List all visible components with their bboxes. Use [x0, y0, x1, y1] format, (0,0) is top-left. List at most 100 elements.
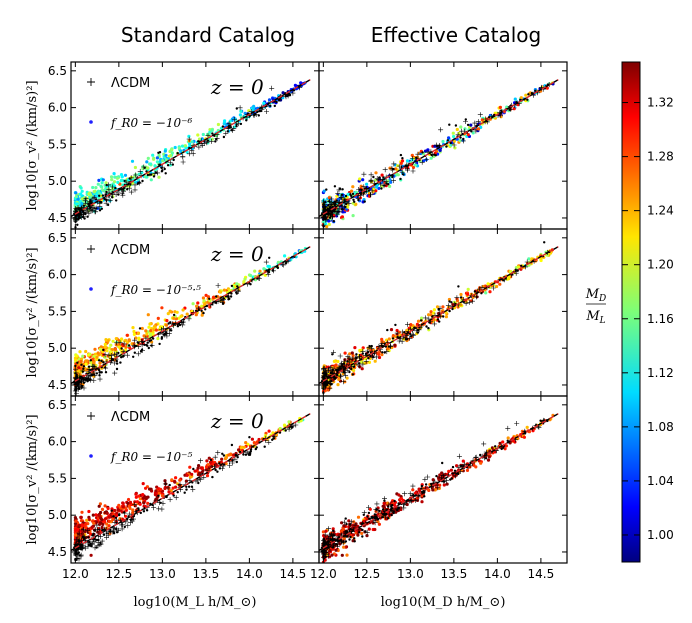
- point-lcdm: [437, 305, 443, 311]
- point-fr0: [144, 329, 148, 333]
- point-fr0: [149, 162, 153, 166]
- point-fr0: [431, 478, 435, 482]
- point-lcdm: [183, 491, 186, 494]
- point-lcdm: [375, 508, 378, 511]
- point-lcdm: [74, 552, 77, 555]
- point-lcdm: [358, 362, 361, 365]
- point-fr0: [346, 193, 350, 197]
- point-lcdm: [142, 510, 146, 513]
- point-fr0: [156, 337, 160, 341]
- point-lcdm: [124, 352, 130, 358]
- point-fr0: [405, 502, 409, 506]
- point-fr0: [466, 133, 470, 137]
- point-lcdm: [86, 215, 89, 218]
- point-fr0: [545, 253, 549, 257]
- point-lcdm: [329, 214, 335, 220]
- point-lcdm: [226, 295, 230, 298]
- point-lcdm: [230, 284, 234, 288]
- point-lcdm: [112, 519, 118, 525]
- point-lcdm: [235, 460, 238, 464]
- point-fr0: [93, 347, 97, 351]
- point-lcdm: [73, 218, 78, 224]
- point-lcdm: [436, 144, 439, 148]
- point-lcdm: [339, 203, 345, 209]
- point-fr0: [179, 314, 183, 318]
- legend-marker-lcdm: [87, 78, 95, 86]
- point-fr0: [109, 343, 113, 347]
- point-lcdm: [344, 540, 348, 543]
- point-lcdm: [534, 89, 537, 93]
- point-lcdm: [368, 178, 374, 184]
- point-fr0: [74, 358, 78, 362]
- point-lcdm: [456, 464, 462, 470]
- point-fr0: [81, 532, 85, 536]
- point-lcdm: [208, 138, 214, 144]
- point-fr0: [345, 553, 349, 557]
- point-lcdm: [186, 151, 192, 157]
- point-fr0: [342, 524, 346, 528]
- point-fr0: [181, 308, 185, 312]
- point-fr0: [486, 458, 491, 462]
- point-lcdm: [358, 531, 361, 534]
- point-fr0: [97, 196, 101, 200]
- point-lcdm: [331, 368, 334, 371]
- point-fr0: [164, 323, 169, 327]
- point-fr0: [250, 437, 254, 441]
- point-lcdm: [326, 207, 330, 210]
- point-lcdm: [226, 130, 229, 133]
- point-lcdm: [132, 355, 135, 358]
- point-lcdm: [321, 198, 326, 204]
- point-fr0: [197, 471, 202, 476]
- point-fr0: [325, 225, 329, 229]
- colorbar-ticks: 1.001.041.081.121.161.201.241.281.32: [622, 96, 674, 542]
- point-lcdm: [169, 321, 172, 324]
- point-lcdm: [117, 351, 120, 355]
- point-fr0: [80, 523, 84, 527]
- point-lcdm: [102, 352, 108, 358]
- point-lcdm: [132, 502, 138, 508]
- point-lcdm: [399, 339, 405, 344]
- legend-label-lcdm: ΛCDM: [111, 76, 150, 91]
- point-lcdm: [335, 208, 341, 214]
- point-lcdm: [341, 207, 344, 211]
- panel-standard-row2: 4.55.05.56.06.5: [48, 228, 320, 397]
- point-fr0: [435, 305, 440, 309]
- point-lcdm: [472, 120, 478, 126]
- point-fr0: [327, 196, 331, 200]
- point-fr0: [360, 367, 364, 371]
- point-fr0: [411, 488, 415, 492]
- point-fr0: [157, 153, 161, 157]
- point-lcdm: [186, 136, 192, 142]
- point-fr0: [208, 460, 213, 464]
- point-lcdm: [543, 241, 546, 244]
- point-fr0: [524, 93, 528, 97]
- point-fr0: [105, 349, 109, 353]
- point-lcdm: [158, 342, 161, 346]
- point-lcdm: [506, 439, 509, 442]
- point-lcdm: [126, 188, 129, 191]
- point-lcdm: [102, 533, 106, 536]
- point-lcdm: [370, 515, 374, 519]
- point-lcdm: [381, 351, 384, 354]
- point-fr0: [145, 175, 149, 179]
- point-lcdm: [222, 135, 226, 139]
- point-fr0: [337, 377, 341, 381]
- ytick-label: 6.0: [48, 268, 67, 282]
- point-fr0: [80, 189, 84, 193]
- point-lcdm: [106, 352, 112, 358]
- point-lcdm: [378, 181, 383, 187]
- point-fr0: [322, 364, 326, 368]
- colorbar-tick-label: 1.24: [647, 204, 674, 218]
- point-fr0: [74, 354, 78, 358]
- point-lcdm: [198, 458, 203, 464]
- point-lcdm: [74, 391, 79, 396]
- point-fr0: [167, 486, 171, 491]
- point-lcdm: [355, 356, 358, 360]
- point-fr0: [155, 156, 159, 160]
- point-fr0: [239, 446, 244, 450]
- point-fr0: [490, 446, 494, 450]
- point-fr0: [99, 510, 103, 515]
